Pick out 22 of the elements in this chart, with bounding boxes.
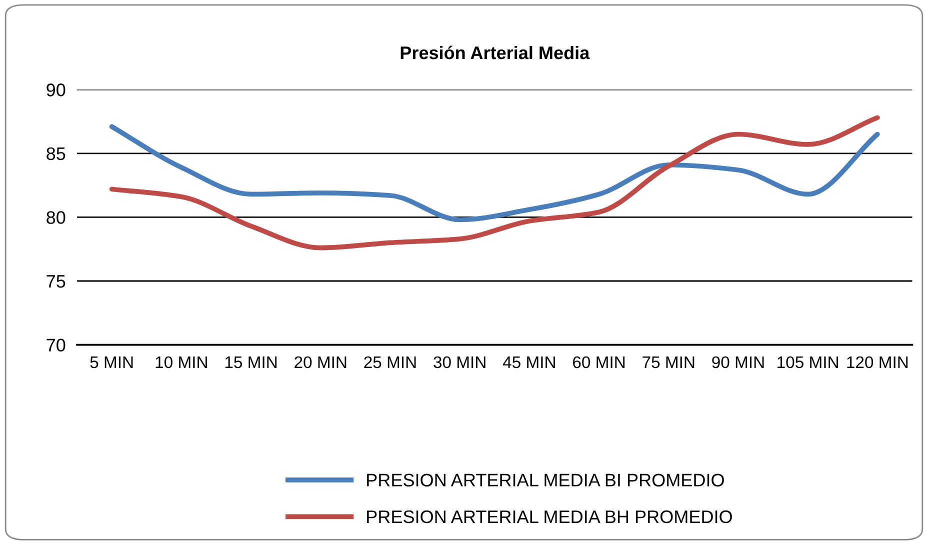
x-tick-label: 20 MIN bbox=[294, 356, 346, 368]
x-tick-label: 15 MIN bbox=[225, 356, 277, 368]
y-tick-label: 85 bbox=[46, 147, 66, 160]
line-series bbox=[109, 124, 880, 222]
x-tick-label: 45 MIN bbox=[502, 356, 555, 368]
y-tick-label: 75 bbox=[46, 275, 66, 288]
x-tick-label: 5 MIN bbox=[90, 356, 133, 368]
y-tick-label: 70 bbox=[46, 338, 66, 352]
x-tick-label: 75 MIN bbox=[642, 356, 694, 368]
line-series bbox=[109, 115, 880, 250]
y-tick-label: 80 bbox=[46, 211, 66, 224]
legend-label: PRESION ARTERIAL MEDIA BH PROMEDIO bbox=[367, 510, 732, 524]
x-tick-label: 30 MIN bbox=[434, 356, 486, 368]
x-tick-label: 10 MIN bbox=[156, 356, 207, 368]
x-tick-label: 60 MIN bbox=[573, 356, 625, 368]
x-tick-label: 25 MIN bbox=[364, 356, 416, 368]
y-tick-label: 90 bbox=[46, 84, 66, 96]
x-tick-label: 120 MIN bbox=[847, 356, 908, 368]
legend-label: PRESION ARTERIAL MEDIA BI PROMEDIO bbox=[367, 474, 724, 486]
chart-title: Presión Arterial Media bbox=[400, 46, 590, 60]
x-tick-label: 90 MIN bbox=[712, 356, 764, 368]
x-tick-label: 105 MIN bbox=[778, 356, 838, 368]
